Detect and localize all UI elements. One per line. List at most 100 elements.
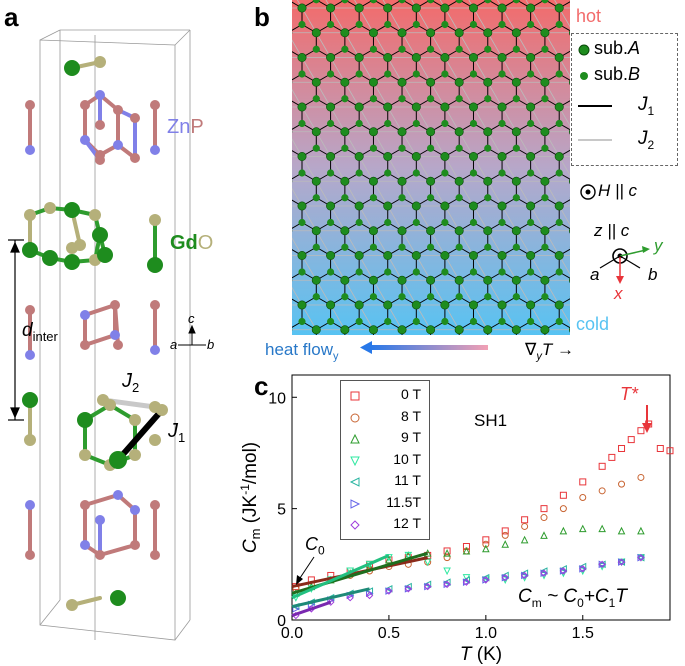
unit-cell: [39, 29, 191, 641]
atom-sub-a: [426, 127, 436, 137]
atom-sub-a: [454, 275, 464, 285]
atom-sub-b: [541, 293, 549, 301]
j2-bond: [344, 32, 360, 58]
atom-sub-b: [469, 268, 478, 276]
atom-sub-b: [512, 243, 520, 251]
atom-sub-a: [340, 28, 350, 38]
data-point: [423, 582, 432, 591]
data-point: [462, 543, 470, 550]
j2-bond: [530, 255, 546, 281]
data-point: [559, 505, 567, 513]
atom-sub-a: [454, 176, 464, 186]
atom-sub-b: [398, 0, 406, 4]
atom-sub-b: [455, 194, 463, 202]
atom-sub-a: [483, 325, 493, 335]
atom-sub-a: [297, 152, 307, 162]
atom-sub-b: [326, 169, 335, 177]
atom-sub-a: [554, 300, 564, 310]
j2-bond: [501, 255, 517, 281]
atom-sub-b: [484, 144, 492, 152]
j2-bond: [501, 106, 517, 132]
honeycomb-lattice: [292, 0, 570, 335]
atom-sub-b: [312, 144, 320, 152]
atom-sub-a: [483, 226, 493, 236]
atom-sub-a: [426, 325, 436, 335]
data-point: [637, 526, 645, 535]
panel-c-letter: c: [254, 371, 269, 401]
data-point: [462, 546, 471, 555]
j2-bond: [515, 131, 531, 157]
atom-sub-a: [540, 226, 550, 236]
atom-sub-a: [554, 102, 564, 112]
atom-sub-a: [440, 201, 450, 211]
atom-sub-a: [297, 251, 307, 261]
atom-sub-b: [498, 119, 506, 128]
atom-sub-a: [554, 3, 564, 13]
j2-bond: [354, 0, 360, 9]
j2-bond: [344, 131, 360, 157]
j2-bond: [292, 187, 303, 207]
data-point: [482, 540, 490, 548]
atom-sub-b: [469, 20, 478, 29]
atom-sub-a: [468, 3, 478, 13]
j2-bond: [315, 329, 320, 335]
atom-sub-a: [554, 201, 564, 211]
j2-bond: [544, 181, 560, 207]
atom-sub-b: [326, 119, 335, 128]
j2-bond: [315, 131, 331, 157]
atom-sub-b: [512, 144, 520, 152]
j2-label: J2: [122, 370, 140, 395]
j2-bond: [458, 280, 474, 306]
atom-sub-b: [341, 293, 349, 301]
panel-b-letter: b: [254, 2, 270, 32]
atom-sub-b: [369, 45, 378, 53]
j2-bond: [444, 156, 460, 182]
atom-sub-b: [355, 317, 363, 326]
atom-sub-b: [541, 95, 549, 103]
axis-a-label: a: [170, 337, 178, 352]
legend-entry: 8 T: [345, 407, 429, 427]
atom-sub-a: [297, 300, 307, 310]
j2-bond: [373, 230, 389, 256]
atom-sub-b: [441, 20, 449, 29]
atom-sub-a: [411, 3, 421, 13]
atom-sub-a: [326, 3, 336, 13]
atom-sub-b: [312, 293, 320, 301]
atom-sub-a: [554, 152, 564, 162]
atom-sub-a: [440, 52, 450, 62]
j2-bond: [373, 280, 389, 306]
data-point: [598, 560, 606, 569]
atom-sub-b: [298, 268, 306, 276]
atom-sub-a: [297, 3, 307, 13]
j2-bond: [358, 156, 374, 182]
legend-entry: 11.5T: [345, 493, 429, 513]
znp-label: ZnP: [167, 116, 204, 138]
atom-sub-a: [368, 275, 378, 285]
j2-bond: [473, 304, 489, 330]
data-point: [350, 498, 361, 509]
legend-entry: 10 T: [345, 450, 429, 470]
atom-sub-b: [326, 20, 335, 29]
legend-sub-b: sub.B: [594, 64, 641, 84]
data-point: [559, 564, 567, 573]
data-point: [579, 478, 587, 486]
axis-ticks: 0.0 0.5 1.0 1.5 0 5 10: [268, 390, 594, 642]
atom-sub-a: [483, 28, 493, 38]
j2-bond: [468, 0, 474, 9]
atom-sub-a: [383, 102, 393, 112]
atom-sub-a: [397, 77, 407, 87]
j2-bond: [344, 329, 349, 335]
atom-sub-a: [569, 277, 570, 284]
j2-bond: [530, 57, 546, 83]
atom-sub-b: [527, 218, 535, 227]
atom-sub-a: [569, 79, 570, 86]
data-point: [443, 580, 452, 589]
atom-sub-a: [354, 52, 364, 62]
j2-bond: [401, 82, 417, 108]
atom-sub-b: [398, 194, 406, 202]
crystal-structure: [8, 29, 206, 641]
x-axis-label: T (K): [460, 644, 502, 665]
j2-bond: [344, 230, 360, 256]
atom-sub-a: [511, 325, 521, 335]
j2-bond: [473, 205, 489, 231]
